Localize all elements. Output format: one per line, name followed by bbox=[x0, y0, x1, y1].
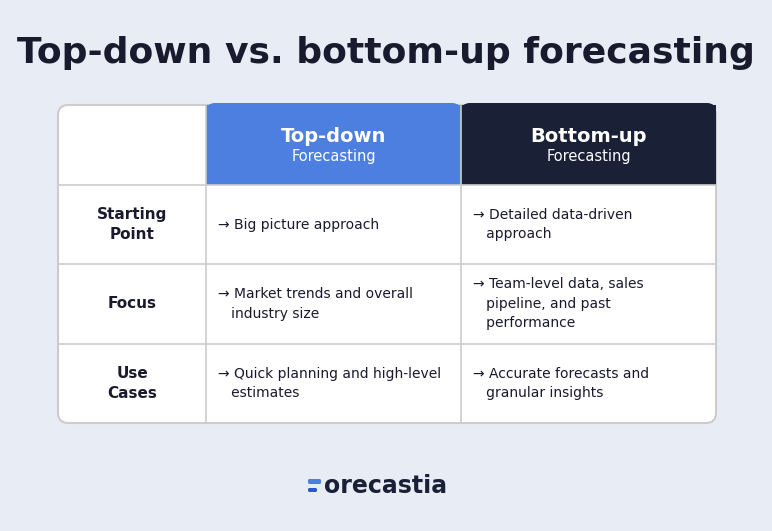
Bar bbox=[461, 105, 716, 185]
Bar bbox=[206, 105, 461, 185]
Text: Forecasting: Forecasting bbox=[546, 149, 631, 164]
FancyBboxPatch shape bbox=[308, 479, 321, 484]
Text: → Quick planning and high-level
   estimates: → Quick planning and high-level estimate… bbox=[218, 366, 441, 400]
FancyBboxPatch shape bbox=[58, 105, 716, 423]
FancyBboxPatch shape bbox=[461, 103, 716, 145]
FancyBboxPatch shape bbox=[206, 103, 461, 145]
FancyBboxPatch shape bbox=[308, 488, 317, 492]
Text: → Big picture approach: → Big picture approach bbox=[218, 218, 379, 232]
Text: Top-down vs. bottom-up forecasting: Top-down vs. bottom-up forecasting bbox=[17, 36, 755, 70]
Text: Forecasting: Forecasting bbox=[291, 149, 376, 164]
Text: Focus: Focus bbox=[107, 296, 157, 312]
Text: orecastia: orecastia bbox=[324, 474, 447, 498]
Text: Starting
Point: Starting Point bbox=[96, 207, 168, 242]
Text: Use
Cases: Use Cases bbox=[107, 366, 157, 401]
Text: → Team-level data, sales
   pipeline, and past
   performance: → Team-level data, sales pipeline, and p… bbox=[473, 278, 644, 330]
Text: Bottom-up: Bottom-up bbox=[530, 126, 647, 145]
Text: → Market trends and overall
   industry size: → Market trends and overall industry siz… bbox=[218, 287, 413, 321]
Text: → Detailed data-driven
   approach: → Detailed data-driven approach bbox=[473, 208, 632, 242]
Text: → Accurate forecasts and
   granular insights: → Accurate forecasts and granular insigh… bbox=[473, 366, 649, 400]
Text: Top-down: Top-down bbox=[281, 126, 386, 145]
